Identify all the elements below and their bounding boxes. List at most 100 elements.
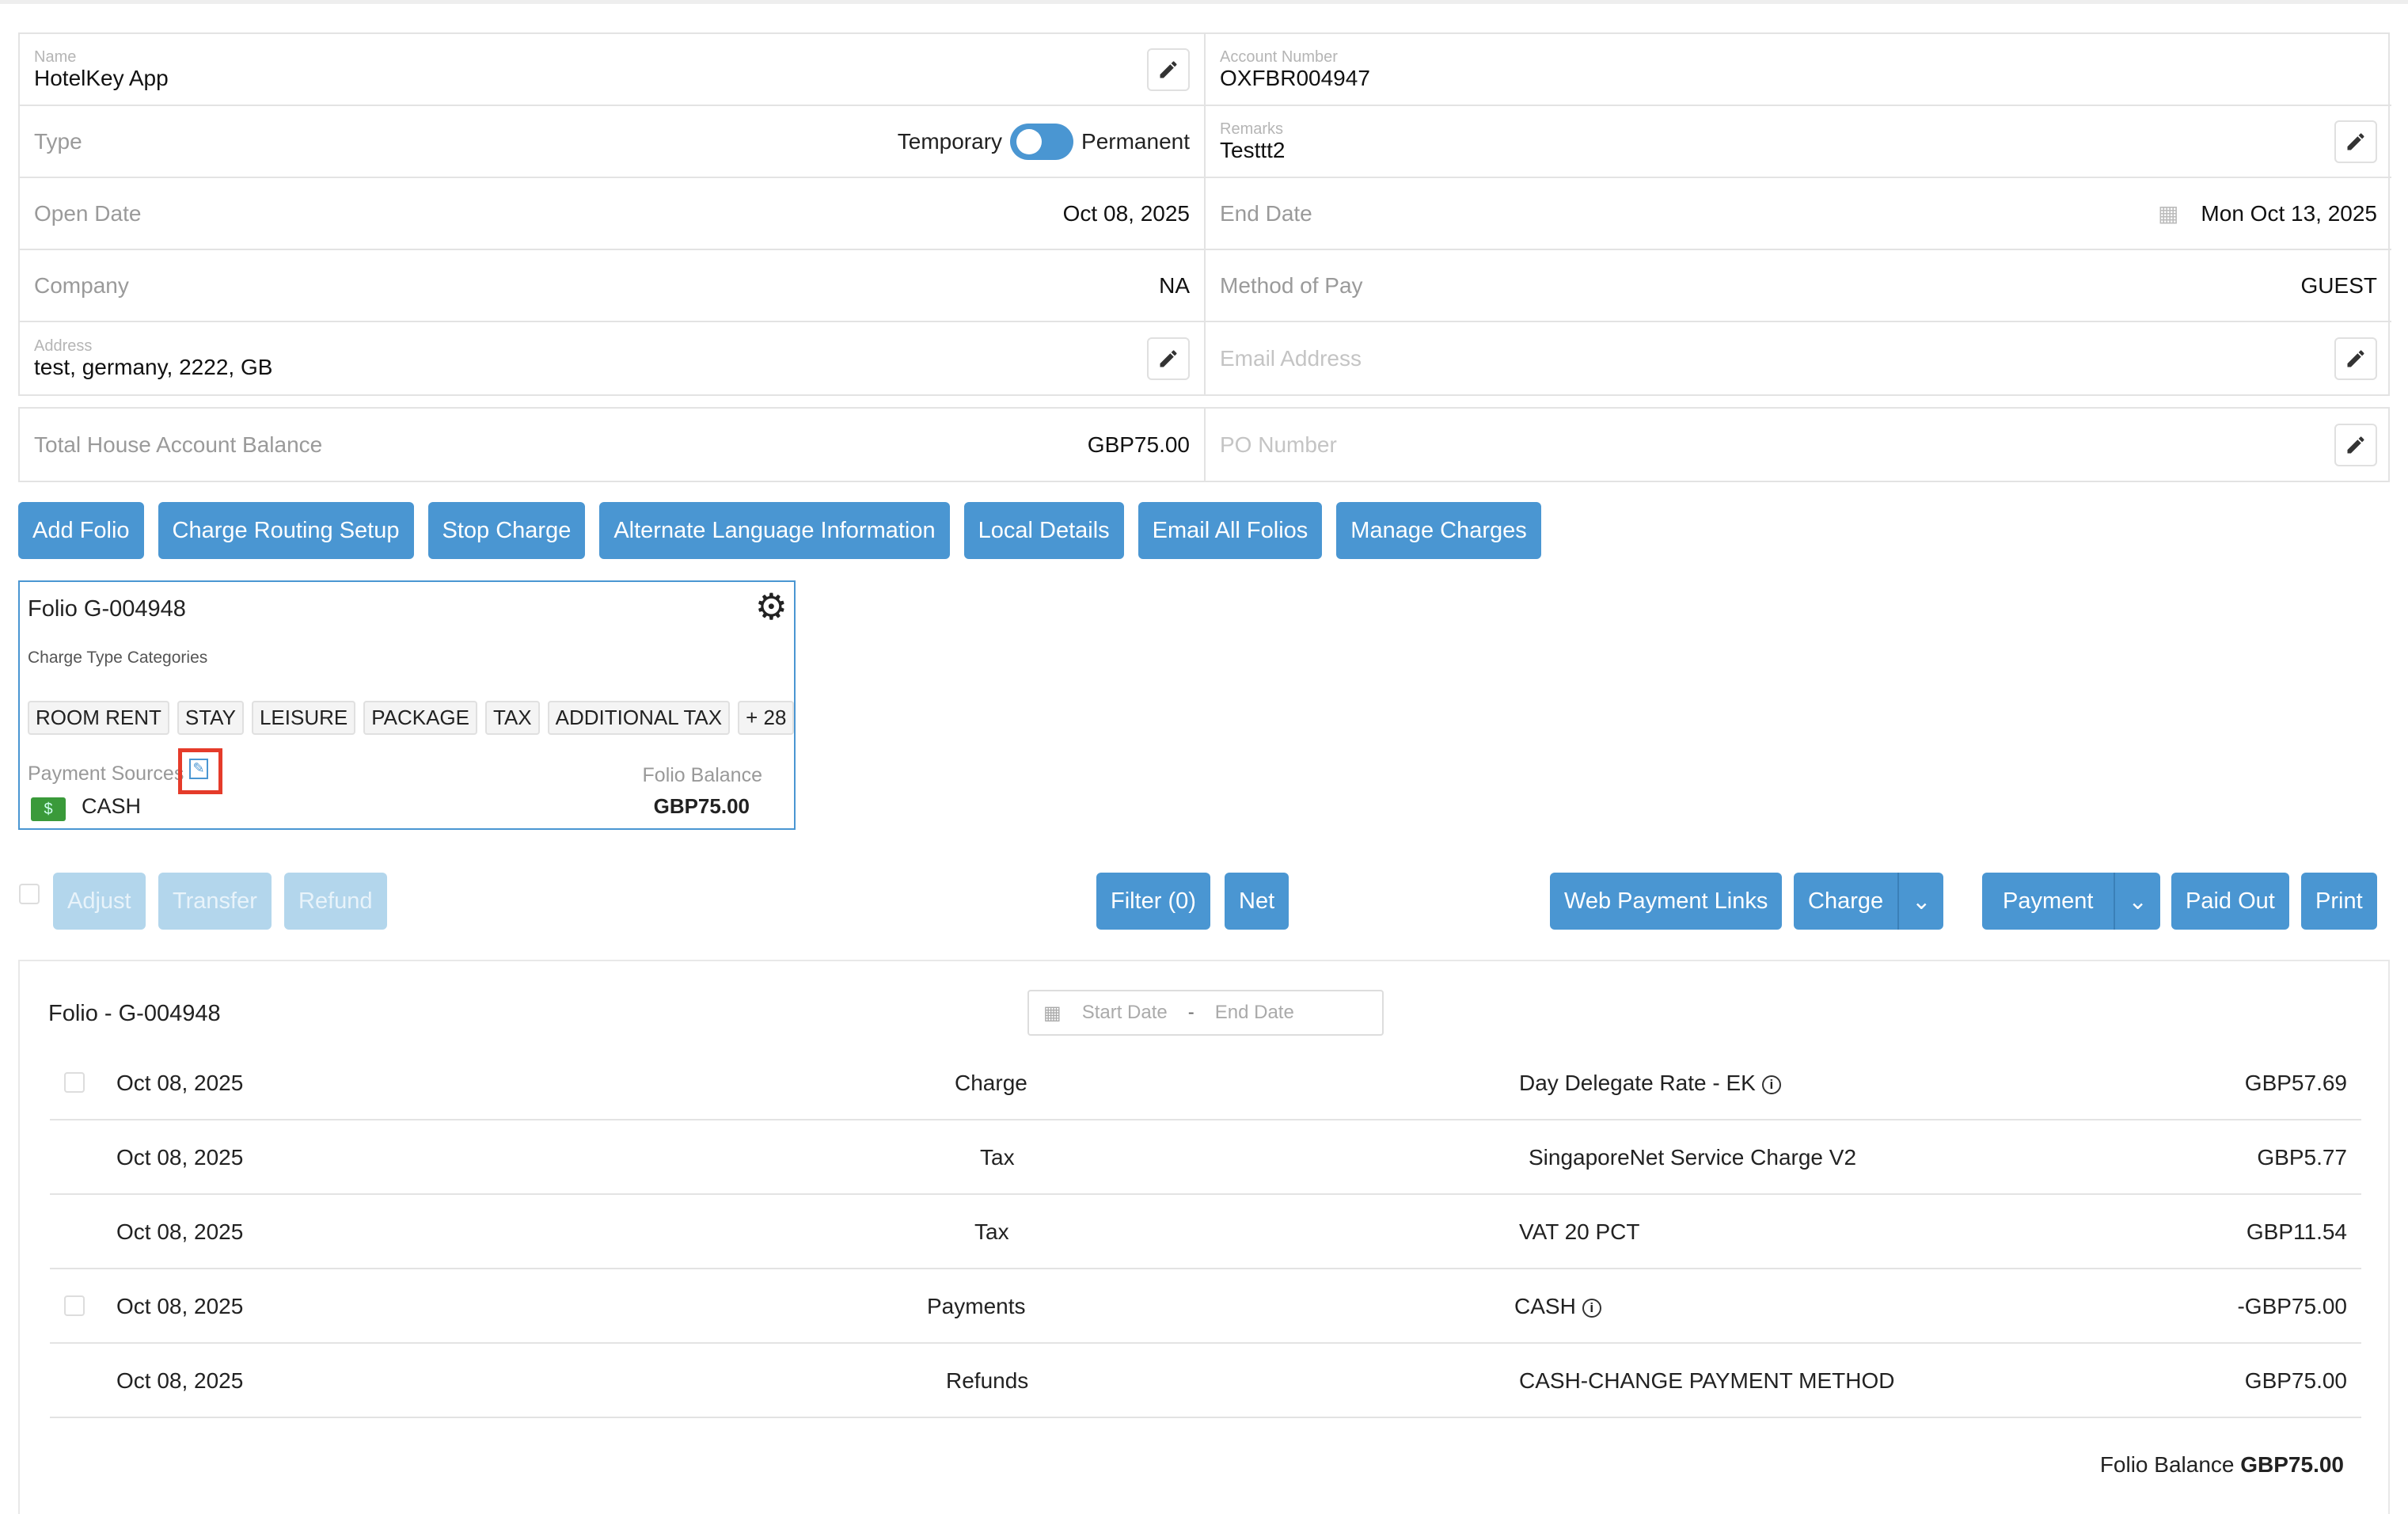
charge-routing-setup-button[interactable]: Charge Routing Setup	[158, 502, 414, 559]
account-number-value: OXFBR004947	[1220, 65, 1370, 90]
email-field[interactable]: Email Address	[1206, 322, 2391, 394]
calendar-icon[interactable]: ▦	[2157, 201, 2179, 226]
row-description: CASH i	[1514, 1294, 1601, 1319]
end-date-field[interactable]: End Date ▦ Mon Oct 13, 2025	[1206, 178, 2391, 250]
type-label: Type	[34, 128, 82, 154]
date-range-separator: -	[1187, 1002, 1195, 1023]
name-field: Name HotelKey App	[20, 34, 1206, 106]
info-icon[interactable]: i	[1761, 1075, 1781, 1094]
company-value: NA	[1159, 272, 1190, 298]
row-description: CASH-CHANGE PAYMENT METHOD	[1519, 1368, 1895, 1393]
refund-button[interactable]: Refund	[284, 873, 387, 930]
row-date: Oct 08, 2025	[116, 1219, 244, 1244]
start-date-input[interactable]: Start Date	[1081, 1002, 1168, 1023]
address-value: test, germany, 2222, GB	[34, 354, 273, 379]
po-number-placeholder: PO Number	[1220, 432, 1337, 457]
gear-icon[interactable]: ⚙	[754, 586, 788, 627]
adjust-button[interactable]: Adjust	[53, 873, 146, 930]
ledger-row[interactable]: Oct 08, 2025 Tax SingaporeNet Service Ch…	[50, 1121, 2361, 1195]
folio-card[interactable]: Folio G-004948 ⚙ Charge Type Categories …	[18, 580, 796, 830]
charge-button[interactable]: Charge	[1794, 873, 1898, 930]
row-amount: -GBP75.00	[2237, 1294, 2347, 1318]
row-type: Charge	[955, 1071, 1027, 1095]
ledger-row[interactable]: Oct 08, 2025 Charge Day Delegate Rate - …	[50, 1047, 2361, 1120]
type-field: Type Temporary Permanent	[20, 106, 1206, 178]
local-details-button[interactable]: Local Details	[963, 502, 1124, 559]
method-of-pay-field: Method of Pay GUEST	[1206, 250, 2391, 322]
net-button[interactable]: Net	[1225, 873, 1289, 930]
add-folio-button[interactable]: Add Folio	[18, 502, 144, 559]
row-description: Day Delegate Rate - EK i	[1519, 1071, 1781, 1096]
more-categories-chip[interactable]: + 28	[738, 701, 795, 735]
info-icon[interactable]: i	[1582, 1298, 1601, 1318]
account-actions-toolbar: Add Folio Charge Routing Setup Stop Char…	[18, 502, 1541, 559]
calendar-icon: ▦	[1043, 1002, 1062, 1024]
pencil-icon	[2345, 131, 2367, 153]
ledger-row[interactable]: Oct 08, 2025 Refunds CASH-CHANGE PAYMENT…	[50, 1345, 2361, 1418]
ledger-row[interactable]: Oct 08, 2025 Payments CASH i -GBP75.00	[50, 1270, 2361, 1344]
company-label: Company	[34, 272, 129, 298]
pencil-icon	[2345, 348, 2367, 370]
pencil-icon	[1157, 59, 1179, 81]
stop-charge-button[interactable]: Stop Charge	[427, 502, 586, 559]
print-button[interactable]: Print	[2301, 873, 2377, 930]
payment-button[interactable]: Payment	[1982, 873, 2114, 930]
ledger-title: Folio - G-004948	[48, 1001, 221, 1026]
edit-email-button[interactable]	[2334, 337, 2377, 380]
row-date: Oct 08, 2025	[116, 1368, 244, 1393]
transfer-button[interactable]: Transfer	[158, 873, 272, 930]
category-chip: ROOM RENT	[28, 701, 169, 735]
po-number-field[interactable]: PO Number	[1206, 409, 2391, 481]
web-payment-links-button[interactable]: Web Payment Links	[1550, 873, 1783, 930]
edit-name-button[interactable]	[1147, 48, 1190, 91]
alternate-language-button[interactable]: Alternate Language Information	[599, 502, 950, 559]
row-description: VAT 20 PCT	[1519, 1219, 1640, 1244]
row-amount: GBP75.00	[2244, 1368, 2347, 1393]
row-checkbox[interactable]	[64, 1072, 85, 1093]
charge-split-button: Charge ⌄	[1794, 873, 1944, 930]
payment-sources-label: Payment Sources	[28, 763, 184, 785]
method-of-pay-value: GUEST	[2300, 272, 2377, 298]
row-amount: GBP5.77	[2257, 1145, 2347, 1170]
category-chip: TAX	[485, 701, 540, 735]
address-label: Address	[34, 337, 93, 355]
category-chip: LEISURE	[251, 701, 356, 735]
edit-payment-sources-highlight[interactable]: ✎	[178, 748, 222, 794]
method-of-pay-label: Method of Pay	[1220, 272, 1363, 298]
balance-card: Total House Account Balance GBP75.00 PO …	[18, 407, 2390, 482]
end-date-input[interactable]: End Date	[1214, 1002, 1294, 1023]
remarks-field: Remarks Testtt2	[1206, 106, 2391, 178]
edit-remarks-button[interactable]	[2334, 120, 2377, 163]
company-field: Company NA	[20, 250, 1206, 322]
top-divider	[0, 0, 2408, 4]
select-all-checkbox[interactable]	[19, 884, 40, 904]
end-date-value: Mon Oct 13, 2025	[2201, 201, 2377, 226]
payment-dropdown-chevron-icon[interactable]: ⌄	[2114, 873, 2160, 930]
category-chip: PACKAGE	[363, 701, 477, 735]
folio-ledger-panel: Folio - G-004948 ▦ Start Date - End Date…	[18, 960, 2390, 1514]
paid-out-button[interactable]: Paid Out	[2171, 873, 2289, 930]
edit-po-number-button[interactable]	[2334, 423, 2377, 466]
row-amount: GBP11.54	[2246, 1219, 2347, 1244]
date-range-picker[interactable]: ▦ Start Date - End Date	[1027, 990, 1384, 1036]
ledger-row[interactable]: Oct 08, 2025 Tax VAT 20 PCT GBP11.54	[50, 1196, 2361, 1269]
type-toggle[interactable]	[1010, 123, 1074, 160]
edit-square-icon: ✎	[189, 759, 208, 779]
filter-button[interactable]: Filter (0)	[1096, 873, 1210, 930]
account-number-field: Account Number OXFBR004947	[1206, 34, 2391, 106]
charge-dropdown-chevron-icon[interactable]: ⌄	[1897, 873, 1944, 930]
row-checkbox[interactable]	[64, 1295, 85, 1316]
edit-address-button[interactable]	[1147, 337, 1190, 380]
email-all-folios-button[interactable]: Email All Folios	[1138, 502, 1323, 559]
row-amount: GBP57.69	[2244, 1071, 2347, 1095]
row-type: Payments	[927, 1294, 1026, 1318]
category-chips: ROOM RENT STAY LEISURE PACKAGE TAX ADDITIONAL…	[28, 701, 802, 735]
ledger-balance-value: GBP75.00	[2240, 1452, 2344, 1477]
category-chip: STAY	[177, 701, 244, 735]
folio-title: Folio G-004948	[28, 596, 186, 622]
manage-charges-button[interactable]: Manage Charges	[1336, 502, 1541, 559]
ledger-folio-balance: Folio Balance GBP75.00	[2100, 1452, 2344, 1478]
total-balance-field: Total House Account Balance GBP75.00	[20, 409, 1206, 481]
name-value: HotelKey App	[34, 65, 169, 90]
payment-source-value: CASH	[82, 794, 142, 818]
